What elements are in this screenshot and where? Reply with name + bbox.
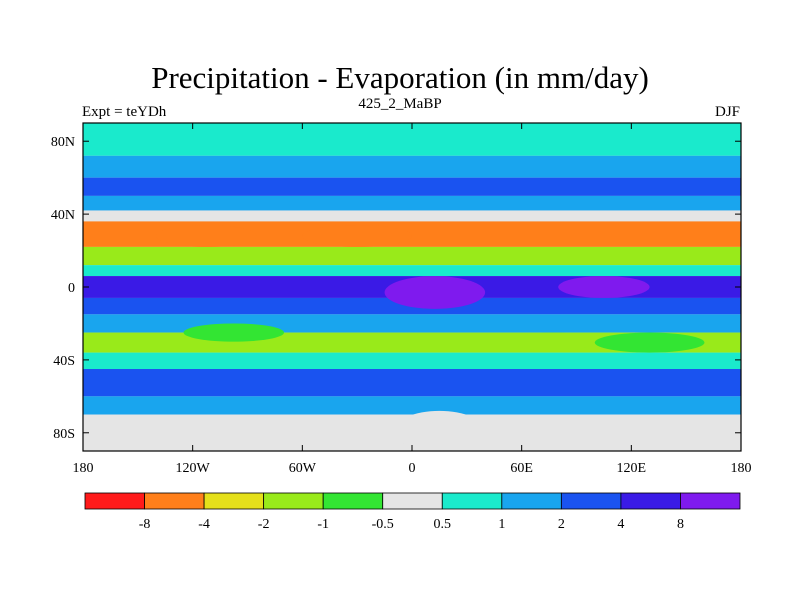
chart-title: Precipitation - Evaporation (in mm/day) <box>151 60 649 95</box>
experiment-label: Expt = teYDh <box>82 104 167 120</box>
y-tick-label: 80N <box>51 135 75 150</box>
zonal-band <box>83 195 741 211</box>
zonal-band <box>83 265 741 277</box>
x-tick-label: 60W <box>289 461 317 476</box>
colorbar-swatch <box>441 492 503 510</box>
x-tick-label: 0 <box>409 461 416 476</box>
field-feature <box>384 276 486 309</box>
zonal-band <box>83 369 741 397</box>
zonal-band <box>83 210 741 222</box>
colorbar-label: -1 <box>317 517 329 532</box>
season-label: DJF <box>714 104 740 120</box>
colorbar-swatch <box>84 492 145 510</box>
y-tick-label: 80S <box>53 427 75 442</box>
x-tick-label: 180 <box>73 461 94 476</box>
colorbar-label: -0.5 <box>372 517 394 532</box>
colorbar-swatch <box>620 492 681 510</box>
colorbar-swatch <box>144 492 205 510</box>
colorbar-swatch <box>680 492 741 510</box>
y-tick-label: 40S <box>53 354 75 369</box>
zonal-band <box>83 155 741 178</box>
colorbar-swatch <box>203 492 265 510</box>
field-feature <box>512 332 595 351</box>
field-feature <box>302 225 412 247</box>
field-feature <box>558 276 650 298</box>
colorbar-label: 4 <box>617 517 624 532</box>
zonal-band <box>83 314 741 333</box>
field-feature <box>393 410 486 452</box>
field-feature <box>156 225 257 247</box>
colorbar-label: 2 <box>558 517 565 532</box>
colorbar-swatch <box>322 492 384 510</box>
x-tick-label: 120E <box>617 461 647 476</box>
colorbar-swatch <box>501 492 562 510</box>
zonal-band <box>83 177 741 196</box>
zonal-band <box>83 396 741 415</box>
colorbar-swatch <box>560 492 622 510</box>
field-feature <box>594 332 705 353</box>
x-tick-label: 60E <box>510 461 533 476</box>
colorbar-label: 0.5 <box>434 517 452 532</box>
colorbar-swatch <box>263 492 324 510</box>
colorbar-label: 1 <box>498 517 505 532</box>
colorbar-label: 8 <box>677 517 684 532</box>
zonal-band <box>83 352 741 369</box>
colorbar-swatch <box>382 492 443 510</box>
colorbar-label: -4 <box>198 517 210 532</box>
colorbar-label: -8 <box>139 517 151 532</box>
zonal-band <box>83 246 741 266</box>
x-tick-label: 120W <box>176 461 211 476</box>
y-tick-label: 0 <box>68 281 75 296</box>
x-tick-label: 180 <box>731 461 752 476</box>
y-tick-label: 40N <box>51 208 75 223</box>
colorbar-label: -2 <box>258 517 270 532</box>
field-feature <box>183 323 285 342</box>
chart-subtitle: 425_2_MaBP <box>358 96 442 112</box>
